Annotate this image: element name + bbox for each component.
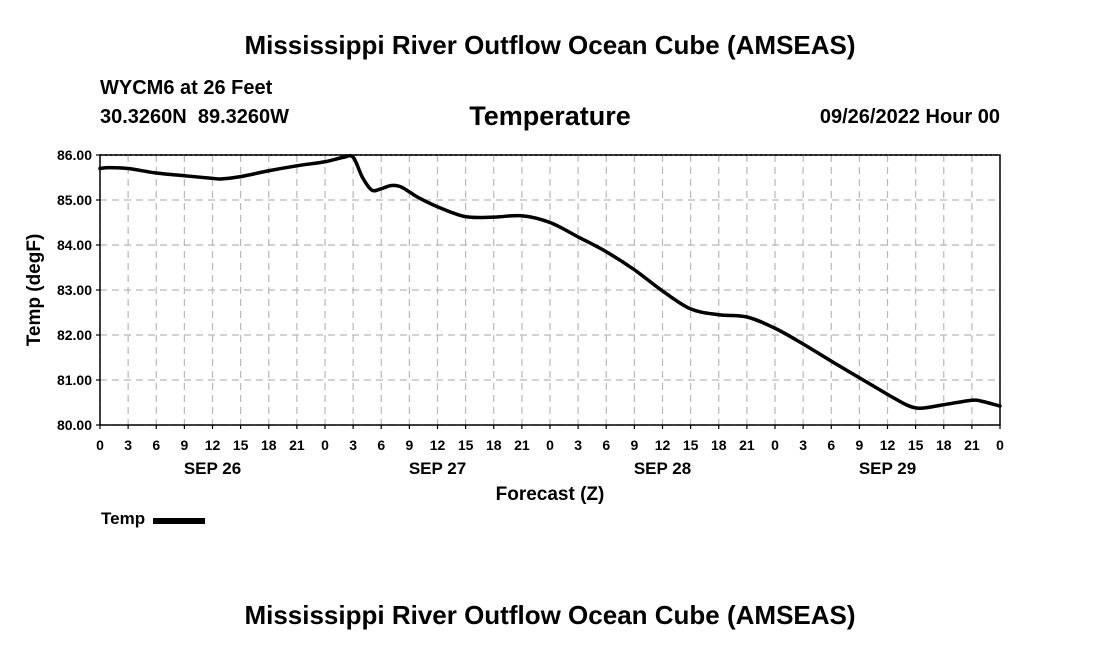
legend: Temp [101, 509, 206, 529]
y-axis-title: Temp (degF) [24, 234, 45, 347]
y-tick-label: 85.00 [57, 192, 92, 208]
coordinates-label: 30.3260N 89.3260W [100, 106, 290, 128]
y-tick-label: 81.00 [57, 372, 92, 388]
x-tick-label: 0 [321, 437, 329, 453]
legend-swatch-temp [153, 517, 206, 524]
station-label: WYCM6 at 26 Feet [100, 77, 273, 99]
x-tick-label: 3 [574, 437, 582, 453]
x-tick-label: 15 [233, 437, 249, 453]
y-tick-label: 82.00 [57, 327, 92, 343]
x-tick-label: 6 [152, 437, 160, 453]
y-axis-ticks: 80.00 81.00 82.00 83.00 84.00 85.00 86.00 [57, 147, 100, 433]
date-label: SEP 29 [859, 459, 916, 478]
x-tick-label: 21 [514, 437, 530, 453]
y-tick-label: 86.00 [57, 147, 92, 163]
x-axis-ticks: 0 3 6 9 12 15 18 21 0 3 6 9 12 15 18 21 0 3 6 9 12 15 18 21 0 3 6 9… [96, 425, 1004, 453]
date-label: SEP 28 [634, 459, 691, 478]
x-tick-label: 0 [546, 437, 554, 453]
x-tick-label: 0 [96, 437, 104, 453]
x-tick-label: 3 [349, 437, 357, 453]
x-tick-label: 3 [799, 437, 807, 453]
x-tick-label: 15 [458, 437, 474, 453]
x-tick-label: 21 [739, 437, 755, 453]
x-tick-label: 9 [405, 437, 413, 453]
x-tick-label: 0 [996, 437, 1004, 453]
series-line-temp [98, 153, 1002, 411]
x-tick-label: 6 [827, 437, 835, 453]
legend-label-temp: Temp [101, 509, 146, 528]
x-tick-label: 9 [855, 437, 863, 453]
footer-title: Mississippi River Outflow Ocean Cube (AM… [244, 600, 856, 630]
x-axis-title: Forecast (Z) [496, 484, 605, 505]
page-title: Mississippi River Outflow Ocean Cube (AM… [244, 30, 856, 60]
x-tick-label: 9 [180, 437, 188, 453]
date-label: SEP 26 [184, 459, 241, 478]
x-tick-label: 18 [486, 437, 502, 453]
y-tick-label: 80.00 [57, 417, 92, 433]
y-tick-label: 83.00 [57, 282, 92, 298]
x-tick-label: 21 [964, 437, 980, 453]
x-tick-label: 0 [771, 437, 779, 453]
x-tick-label: 15 [908, 437, 924, 453]
x-tick-label: 15 [683, 437, 699, 453]
y-tick-label: 84.00 [57, 237, 92, 253]
date-labels: SEP 26 SEP 27 SEP 28 SEP 29 [184, 459, 916, 478]
x-tick-label: 6 [377, 437, 385, 453]
plot-frame [99, 154, 1001, 426]
x-tick-label: 12 [205, 437, 221, 453]
x-tick-label: 21 [289, 437, 305, 453]
x-tick-label: 3 [124, 437, 132, 453]
chart-title: Temperature [469, 101, 631, 131]
x-tick-label: 18 [261, 437, 277, 453]
grid-lines [99, 154, 1001, 426]
x-tick-label: 12 [655, 437, 671, 453]
x-tick-label: 6 [602, 437, 610, 453]
x-tick-label: 12 [880, 437, 896, 453]
x-tick-label: 12 [430, 437, 446, 453]
date-label: SEP 27 [409, 459, 466, 478]
x-tick-label: 18 [711, 437, 727, 453]
x-tick-label: 9 [630, 437, 638, 453]
x-tick-label: 18 [936, 437, 952, 453]
forecast-datetime: 09/26/2022 Hour 00 [819, 106, 1000, 128]
